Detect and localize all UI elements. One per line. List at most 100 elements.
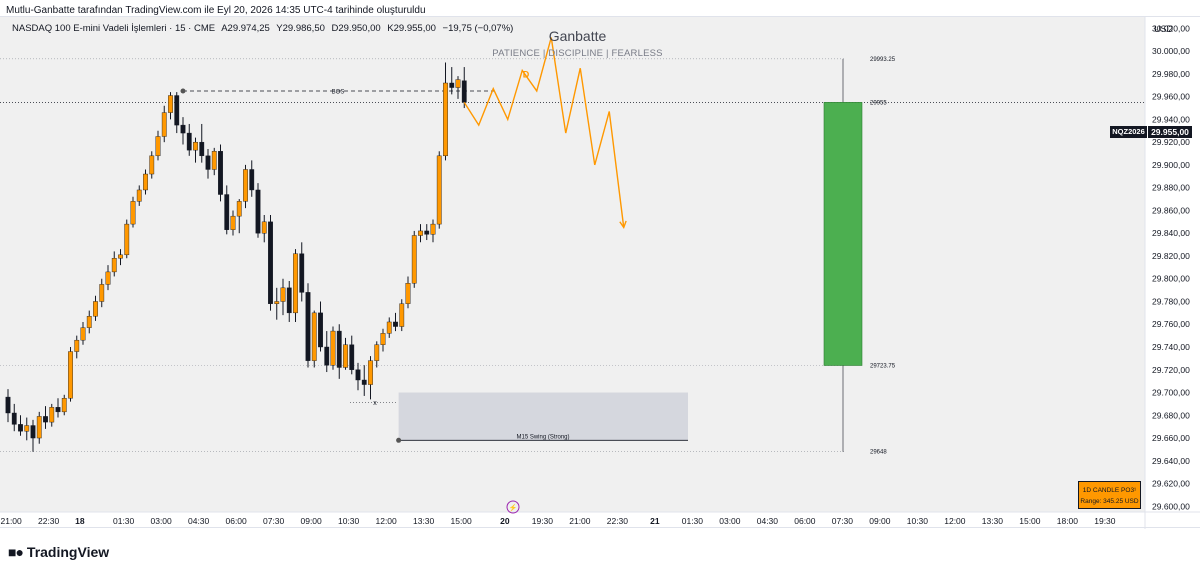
lightning-glyph: ⚡ — [509, 503, 518, 512]
chart-area[interactable]: 30.020,00 30.000,00 29.980,00 29.960,00 29.9… — [0, 16, 1200, 529]
candle-body — [386, 321, 392, 334]
candle-body — [118, 254, 123, 259]
y-tick-label: 29.880,00 — [1152, 183, 1190, 193]
x-tick-label: 04:30 — [757, 516, 779, 526]
candle-body — [380, 333, 386, 345]
candle-body — [374, 344, 380, 361]
candle-body — [130, 201, 136, 225]
ohlc-change: −19,75 (−0,07%) — [442, 23, 514, 34]
candle-body — [336, 330, 342, 368]
candle-body — [68, 351, 73, 399]
candle-body — [330, 330, 336, 366]
projection-path — [463, 37, 625, 228]
candle-body — [411, 235, 417, 284]
candle-body — [399, 303, 405, 327]
x-tick-label: 22:30 — [38, 516, 60, 526]
candle-body — [199, 141, 205, 157]
x-tick-label: 20 — [500, 516, 510, 526]
x-tick-label: 04:30 — [188, 516, 210, 526]
y-tick-label: 29.860,00 — [1152, 205, 1190, 215]
candle-body — [93, 301, 98, 317]
y-tick-label: 29.720,00 — [1152, 365, 1190, 375]
candle-body — [24, 425, 30, 432]
candle-body — [274, 301, 280, 304]
candle-body — [155, 136, 161, 157]
candle-body — [143, 173, 148, 191]
candle-body — [186, 132, 192, 151]
y-tick-label: 29.740,00 — [1152, 342, 1190, 352]
x-tick-label: 18:00 — [1057, 516, 1079, 526]
candle-body — [80, 327, 86, 341]
ohlc-high: Y29.986,50 — [276, 23, 325, 34]
x-tick-label: 15:00 — [1019, 516, 1041, 526]
candle-body — [355, 369, 361, 381]
ohlc-low: D29.950,00 — [331, 23, 381, 34]
candle-body — [136, 189, 142, 202]
green-bottom-label: 29723.75 — [870, 363, 896, 369]
candle-body — [149, 155, 155, 175]
info-box-line2: Range: 345.25 USD — [1080, 498, 1139, 505]
green-range-box — [823, 102, 863, 366]
candle-body — [224, 194, 230, 230]
candle-body — [349, 344, 355, 370]
candle-body — [55, 407, 61, 413]
candle-body — [49, 407, 55, 423]
y-tick-label: 30.000,00 — [1152, 46, 1190, 56]
candle-body — [168, 95, 173, 113]
x-tick-label: 09:00 — [869, 516, 891, 526]
candle-body — [61, 398, 67, 413]
tradingview-logo-text: TradingView — [26, 544, 110, 560]
swing-label: M15 Swing (Strong) — [516, 434, 569, 440]
x-tick-label: 03:00 — [150, 516, 172, 526]
symbol-legend[interactable]: NASDAQ 100 E-mini Vadeli İşlemleri · 15 … — [12, 23, 517, 34]
candle-body — [43, 416, 48, 423]
candle-body — [30, 425, 36, 439]
x-tick-label: 21 — [650, 516, 660, 526]
candle-body — [361, 379, 367, 385]
low-marker-label: x — [373, 400, 377, 407]
x-tick-label: 19:30 — [532, 516, 554, 526]
candle-body — [443, 82, 448, 157]
candle-body — [105, 271, 111, 285]
candle-body — [280, 287, 286, 302]
candle-body — [243, 169, 248, 202]
candle-body — [99, 284, 105, 302]
lightning-icon[interactable] — [506, 500, 520, 514]
candle-body — [368, 360, 373, 385]
green-top-label: 29955 — [870, 100, 887, 106]
brand-subtitle: PATIENCE | DISCIPLINE | FEARLESS — [492, 48, 663, 59]
y-tick-label: 29.940,00 — [1152, 114, 1190, 124]
symbol-name[interactable]: NASDAQ 100 E-mini Vadeli İşlemleri · 15 … — [12, 23, 216, 34]
swing-marker — [396, 437, 402, 443]
candle-body — [161, 112, 167, 137]
y-tick-label: 29.820,00 — [1152, 251, 1190, 261]
y-tick-label: 29.660,00 — [1152, 433, 1190, 443]
ohlc-open: A29.974,25 — [221, 23, 270, 34]
candle-body — [174, 95, 180, 126]
candle-body — [111, 258, 117, 273]
y-tick-label: 29.620,00 — [1152, 479, 1190, 489]
y-tick-label: 29.640,00 — [1152, 456, 1190, 466]
ticker-tag: NQZ2026 — [1110, 126, 1147, 138]
candle-body — [249, 169, 255, 191]
currency-label[interactable]: USD — [1154, 24, 1174, 34]
bos-label: BOS — [332, 89, 345, 95]
candle-body — [455, 79, 461, 88]
y-tick-label: 29.760,00 — [1152, 319, 1190, 329]
tradingview-logo-icon: ■● — [8, 544, 24, 560]
y-tick-label: 29.920,00 — [1152, 137, 1190, 147]
bos-marker — [180, 88, 186, 94]
swing-zone-box — [398, 392, 688, 441]
x-tick-label: 01:30 — [682, 516, 704, 526]
price-chart-svg[interactable]: 30.020,00 30.000,00 29.980,00 29.960,00 29.9… — [0, 17, 1200, 529]
tradingview-logo[interactable]: ■● TradingView — [8, 544, 109, 560]
d-label: D — [523, 69, 530, 79]
y-tick-label: 29.960,00 — [1152, 92, 1190, 102]
candle-body — [11, 412, 17, 425]
candle-body — [393, 321, 398, 327]
x-tick-label: 21:00 — [569, 516, 591, 526]
y-tick-label: 30.020,00 — [1152, 23, 1190, 33]
candle-body — [299, 253, 305, 293]
candle-body — [405, 283, 411, 304]
